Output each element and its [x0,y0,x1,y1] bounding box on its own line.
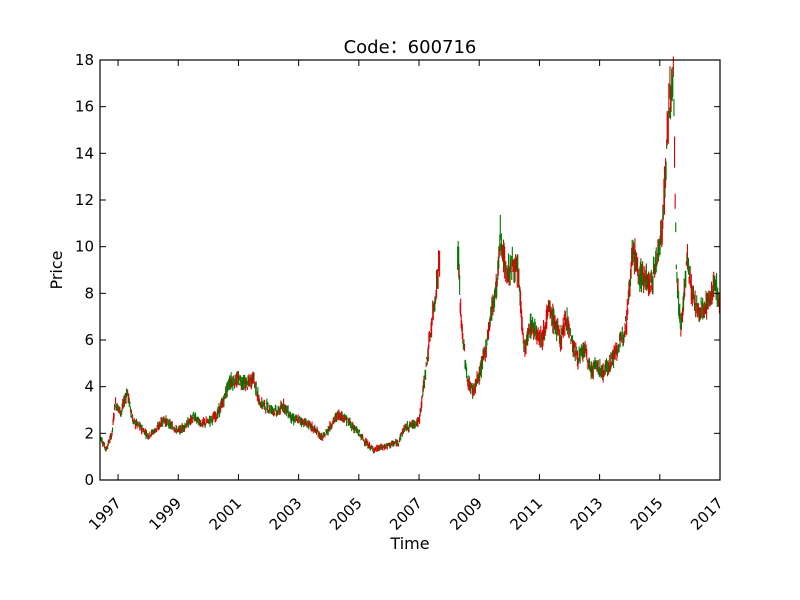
axis-frame [99,59,721,481]
x-tick-label: 1997 [85,494,125,534]
x-tick-label: 1999 [145,494,185,534]
x-tick-label: 2011 [507,494,547,534]
y-axis-label: Price [47,250,66,289]
x-tick-label: 2017 [687,494,727,534]
x-axis-label: Time [389,534,429,553]
x-tick-label: 2015 [627,494,667,534]
y-tick-label: 16 [75,98,94,116]
x-tick-label: 2007 [386,494,426,534]
y-tick-label: 18 [75,51,94,69]
y-tick-label: 8 [84,284,94,302]
x-tick-label: 2001 [206,494,246,534]
x-tick-label: 2005 [326,494,366,534]
x-tick-label: 2003 [266,494,306,534]
y-tick-label: 4 [84,378,94,396]
chart-title: Code：600716 [344,37,477,58]
y-tick-label: 12 [75,191,94,209]
plot-area [99,56,720,454]
y-axis: 0 2 4 6 8 10 12 14 16 18 [75,51,720,489]
x-axis: 1997 1999 2001 2003 2005 2007 2009 2011 2013 2015… [85,60,727,534]
y-tick-label: 2 [84,424,94,442]
x-tick-label: 2013 [567,494,607,534]
x-tick-label: 2009 [446,494,486,534]
y-tick-label: 14 [75,144,94,162]
y-tick-label: 10 [75,238,94,256]
y-tick-label: 0 [84,471,94,489]
y-tick-label: 6 [84,331,94,349]
